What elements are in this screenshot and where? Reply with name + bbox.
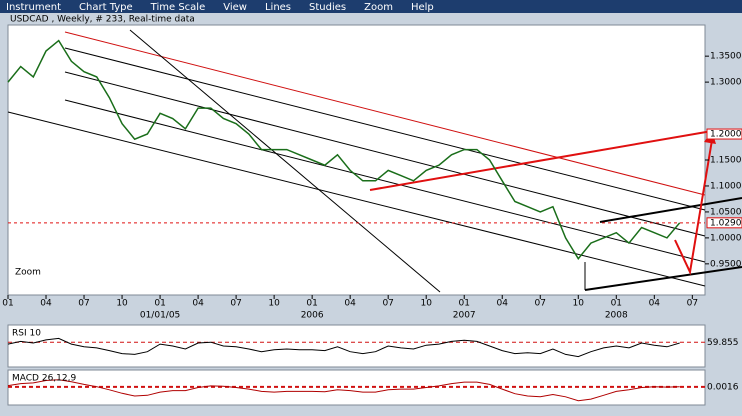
- y-tick-label: 1.3500: [710, 52, 742, 62]
- indicator-line: [7, 337, 680, 358]
- y-tick-label: 1.3000: [710, 78, 742, 88]
- price-panel: [7, 24, 706, 296]
- indicator-line: [7, 379, 680, 402]
- y-tick-label: 1.1000: [710, 181, 742, 191]
- price-tag-label: 1.2000: [710, 130, 742, 140]
- x-tick-label: 01: [458, 299, 469, 309]
- x-tick-label: 07: [535, 299, 546, 309]
- x-tick-label: 01: [611, 299, 622, 309]
- rsi-panel: [7, 324, 706, 368]
- y-tick-label: 1.0000: [710, 233, 742, 243]
- x-tick-label: 10: [268, 299, 280, 309]
- trendline: [64, 71, 706, 237]
- macd-panel: [7, 369, 706, 406]
- menu-item[interactable]: Instrument: [6, 2, 61, 13]
- price-tag: [706, 217, 742, 229]
- price-tag-label: 1.0290: [710, 218, 742, 228]
- x-tick-label: 04: [192, 299, 204, 309]
- x-tick-label: 04: [40, 299, 52, 309]
- x-tick-label: 07: [230, 299, 241, 309]
- year-label: 01/01/05: [140, 311, 180, 321]
- trendline: [584, 266, 742, 291]
- x-tick-label: 10: [116, 299, 128, 309]
- x-tick-label: 04: [649, 299, 661, 309]
- trendline: [64, 31, 706, 196]
- menu-item[interactable]: Lines: [265, 2, 291, 13]
- price-tag: [706, 128, 742, 140]
- x-tick-label: 04: [497, 299, 509, 309]
- menu-item[interactable]: Help: [411, 2, 434, 13]
- y-tick-label: 0.9500: [710, 259, 742, 269]
- menu-item[interactable]: Chart Type: [79, 2, 133, 13]
- menu-item[interactable]: Zoom: [364, 2, 393, 13]
- x-tick-label: 04: [344, 299, 356, 309]
- price-line: [7, 39, 681, 260]
- trendlines: [7, 29, 742, 293]
- trendline: [7, 111, 706, 287]
- zoom-label: Zoom: [15, 268, 41, 278]
- window-title: USDCAD , Weekly, # 233, Real-time data: [10, 15, 195, 25]
- menu-item[interactable]: View: [223, 2, 247, 13]
- menu-item[interactable]: Studies: [309, 2, 346, 13]
- x-tick-label: 10: [573, 299, 585, 309]
- trendline: [369, 130, 713, 191]
- trendline: [599, 197, 742, 223]
- year-label: 2007: [453, 311, 476, 321]
- trendline: [64, 47, 706, 211]
- trendline: [129, 29, 441, 293]
- trendline: [64, 99, 706, 263]
- indicator-value: 59.855: [707, 338, 739, 348]
- x-tick-label: 10: [420, 299, 432, 309]
- x-tick-label: 07: [687, 299, 698, 309]
- indicator-label: MACD 26,12,9: [12, 374, 76, 384]
- y-tick-label: 1.1500: [710, 156, 742, 166]
- indicator-value: 0.0016: [707, 382, 739, 392]
- x-tick-label: 01: [306, 299, 317, 309]
- x-tick-label: 01: [2, 299, 13, 309]
- x-tick-label: 01: [154, 299, 165, 309]
- year-label: 2006: [301, 311, 324, 321]
- indicator-label: RSI 10: [12, 329, 41, 339]
- menu-bar: [0, 0, 742, 13]
- year-label: 2008: [605, 311, 628, 321]
- x-tick-label: 07: [78, 299, 89, 309]
- arrow: [674, 139, 713, 276]
- x-tick-label: 07: [382, 299, 393, 309]
- menu-item[interactable]: Time Scale: [150, 2, 206, 13]
- y-tick-label: 1.0500: [710, 207, 742, 217]
